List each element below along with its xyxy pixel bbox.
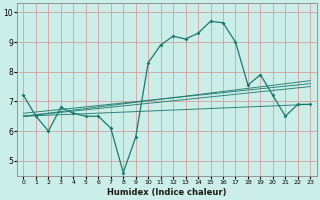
X-axis label: Humidex (Indice chaleur): Humidex (Indice chaleur) [107, 188, 227, 197]
